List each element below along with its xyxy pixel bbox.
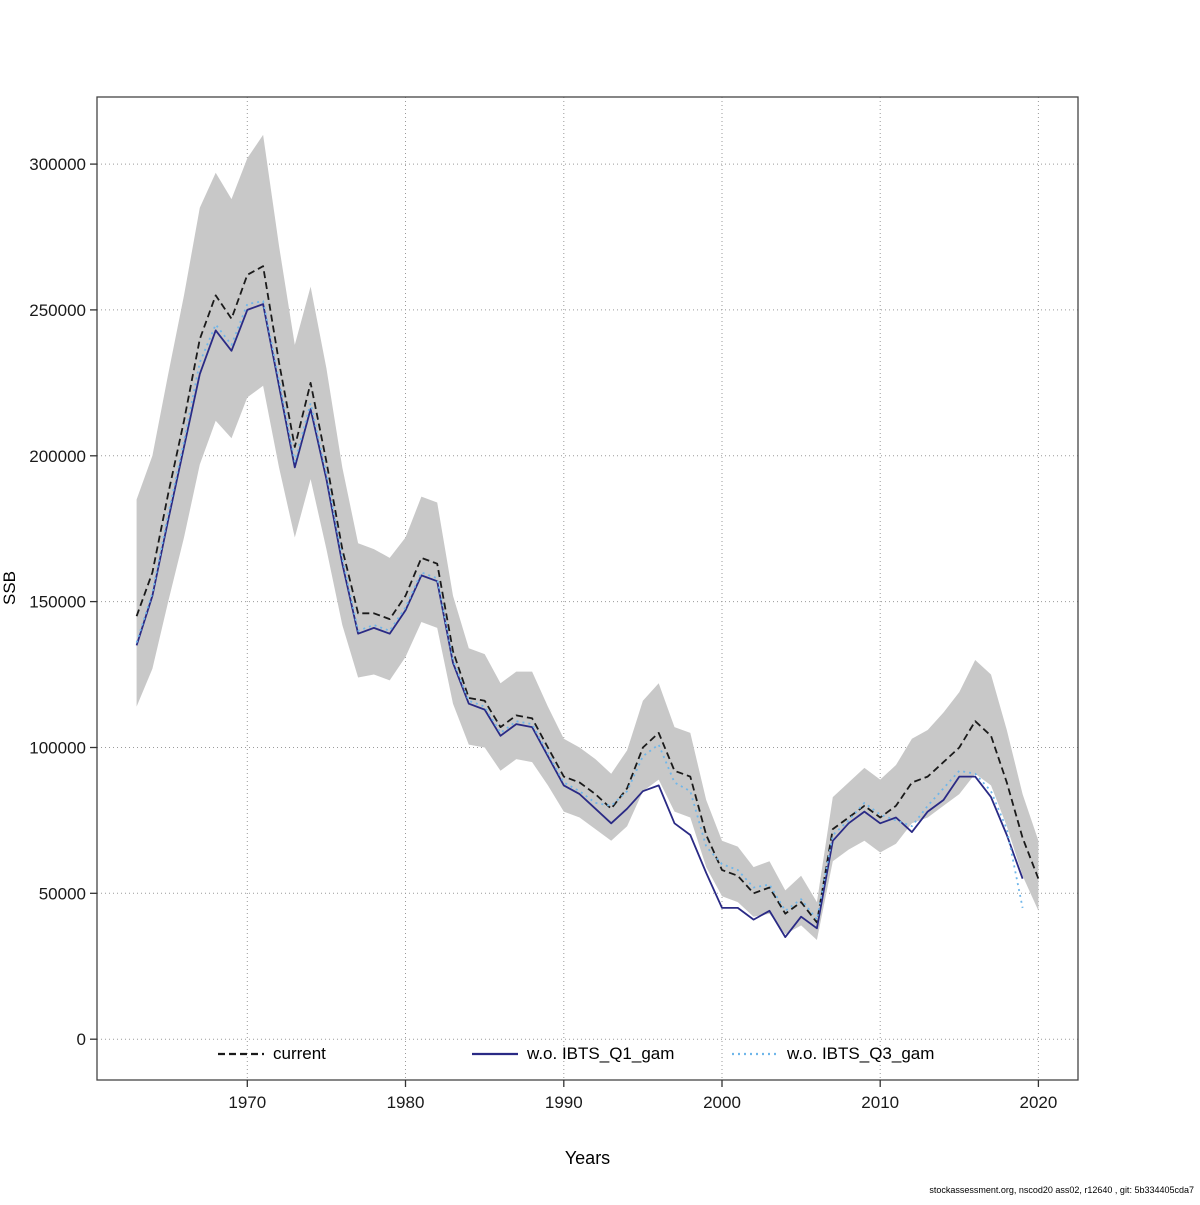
legend-label: w.o. IBTS_Q3_gam	[787, 1044, 935, 1063]
y-tick-label: 100000	[29, 739, 86, 758]
y-tick-label: 250000	[29, 301, 86, 320]
y-axis-title: SSB	[0, 570, 19, 606]
x-tick-label: 2000	[703, 1093, 741, 1112]
x-tick-label: 2020	[1019, 1093, 1057, 1112]
legend-line-sample	[732, 1052, 778, 1056]
series-line-2	[135, 300, 1024, 921]
legend-label: current	[273, 1044, 326, 1063]
series-line-1	[135, 303, 1024, 938]
y-tick-label: 200000	[29, 447, 86, 466]
legend-line-sample	[472, 1052, 518, 1056]
series-line-0	[135, 265, 1040, 924]
x-axis-title: Years	[564, 1148, 611, 1168]
y-tick-label: 300000	[29, 155, 86, 174]
y-tick-label: 0	[77, 1030, 86, 1049]
legend-label: w.o. IBTS_Q1_gam	[527, 1044, 675, 1063]
legend-line-sample	[218, 1052, 264, 1056]
legend-item-1: w.o. IBTS_Q1_gam	[472, 1043, 674, 1065]
x-tick-label: 1970	[228, 1093, 266, 1112]
x-tick-label: 2010	[861, 1093, 899, 1112]
y-tick-label: 50000	[39, 884, 86, 903]
x-tick-label: 1980	[387, 1093, 425, 1112]
legend-item-2: w.o. IBTS_Q3_gam	[732, 1043, 934, 1065]
confidence-band	[136, 134, 1039, 940]
x-tick-label: 1990	[545, 1093, 583, 1112]
plot-border	[96, 96, 1079, 1081]
y-tick-label: 150000	[29, 593, 86, 612]
footer-note: stockassessment.org, nscod20 ass02, r126…	[929, 1185, 1194, 1195]
legend-item-0: current	[218, 1043, 326, 1065]
